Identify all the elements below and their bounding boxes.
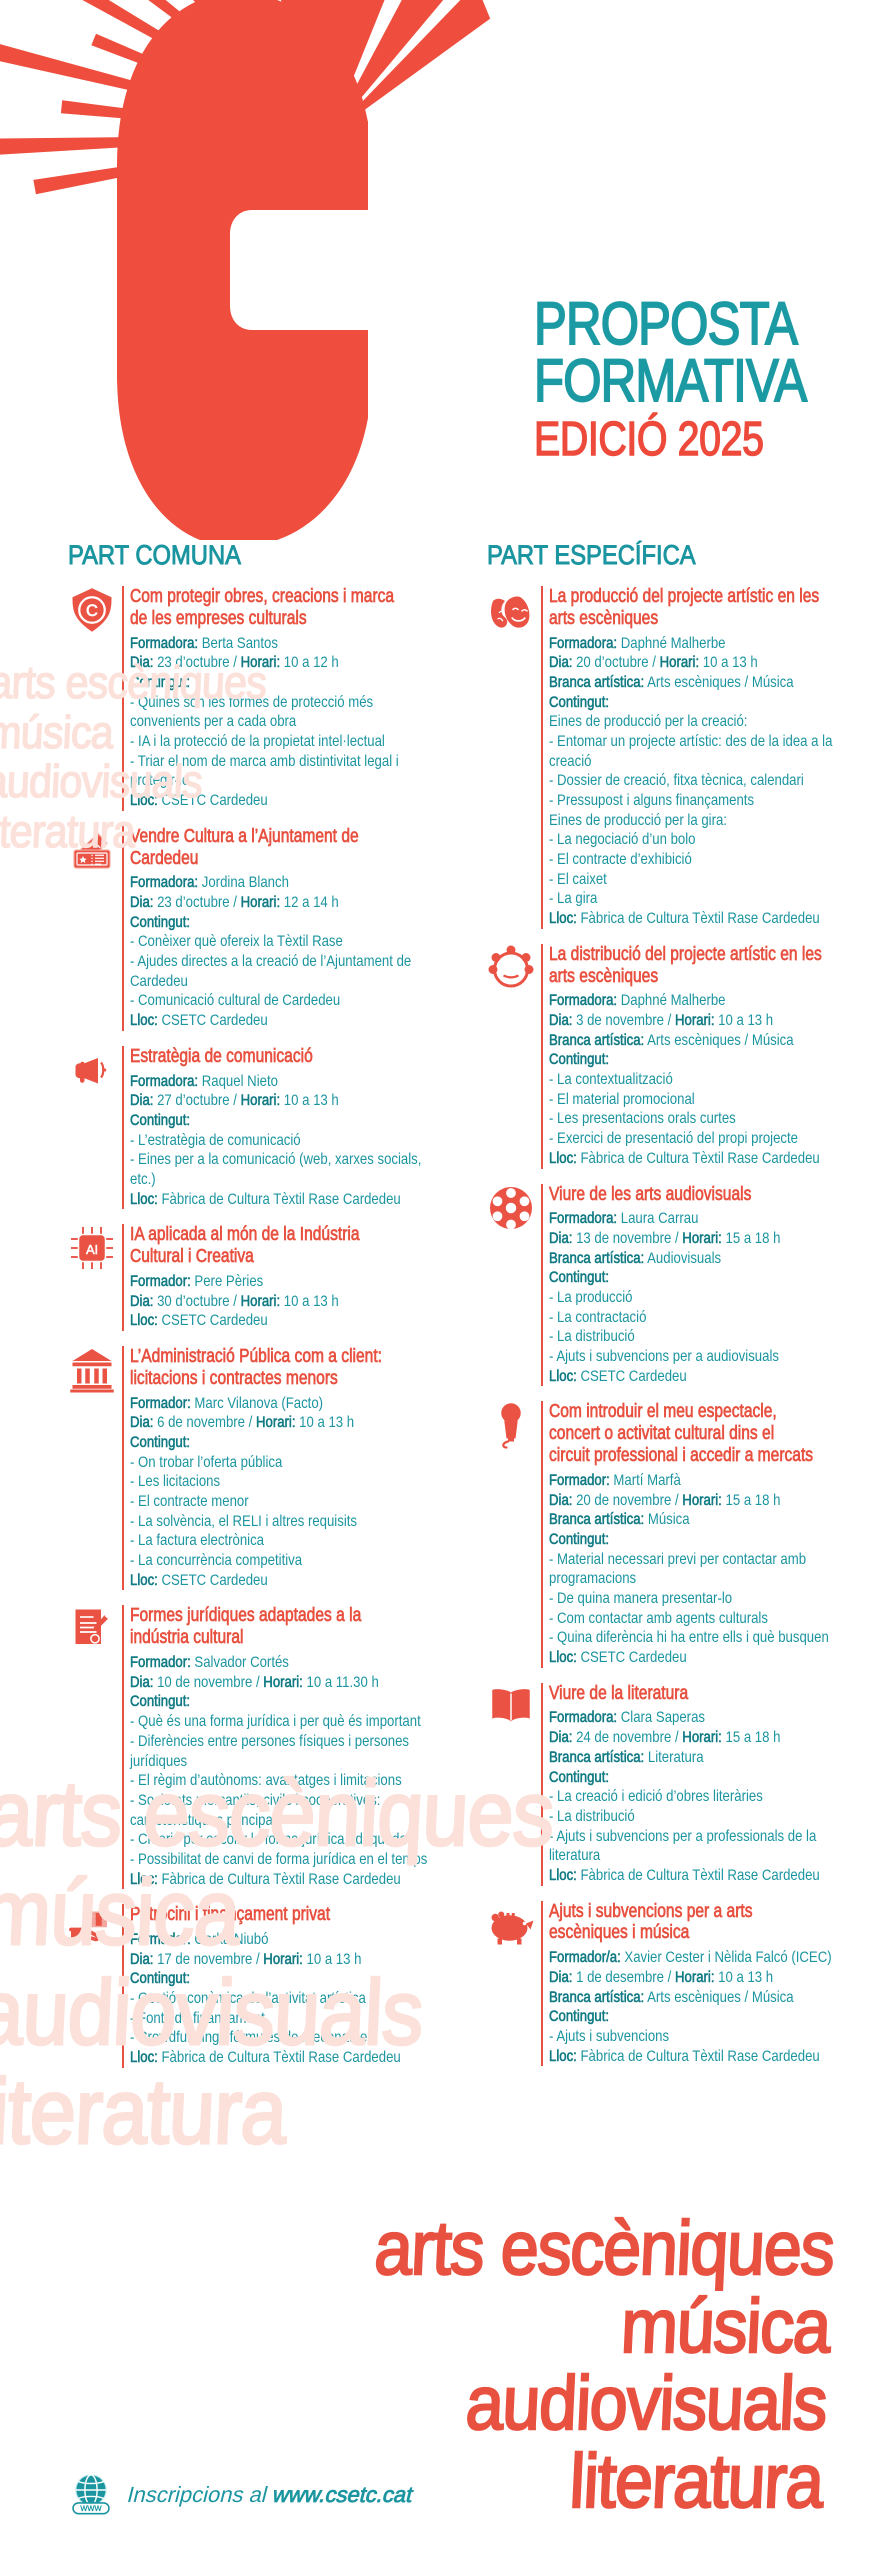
svg-text:C: C [86, 602, 99, 620]
svg-text:AI: AI [85, 1242, 98, 1257]
svg-text:WWW: WWW [79, 2504, 102, 2513]
